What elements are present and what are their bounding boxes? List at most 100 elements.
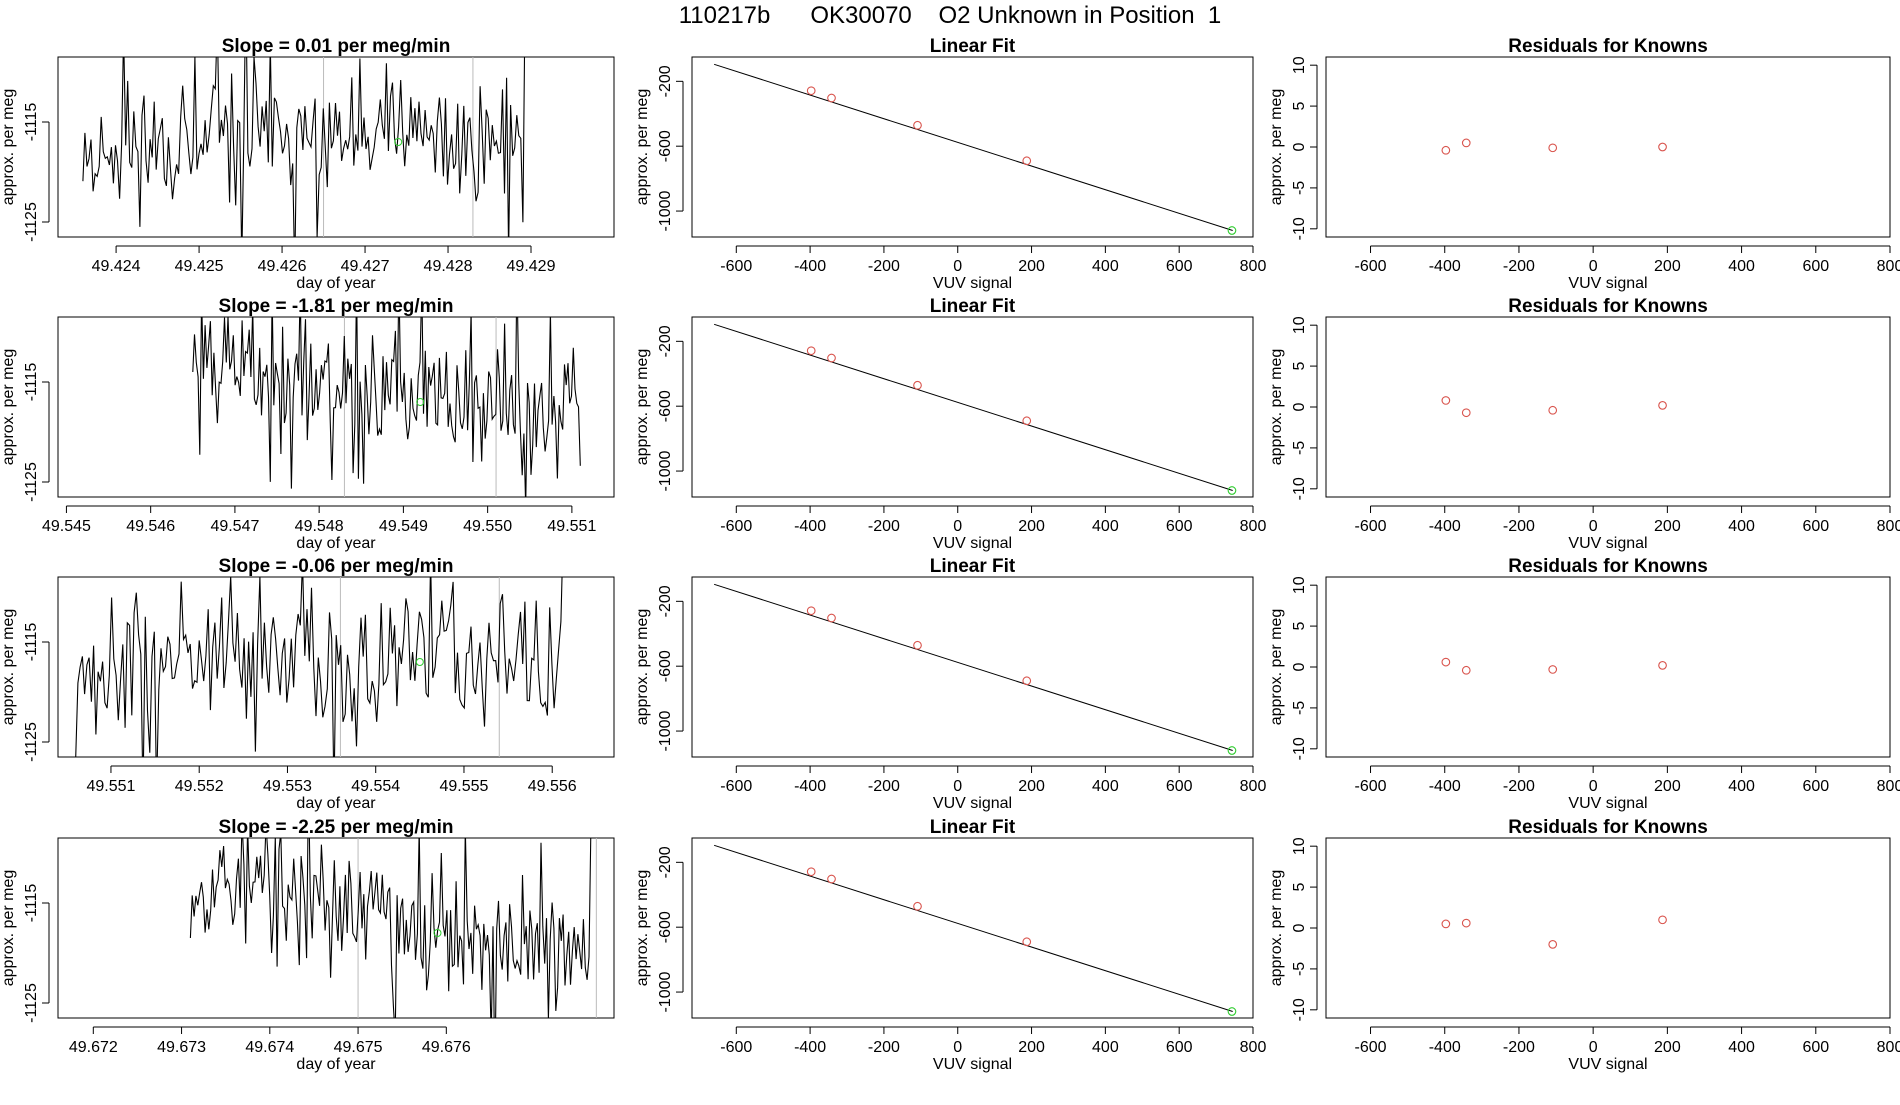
known-point	[827, 353, 836, 363]
known-point	[1461, 665, 1471, 675]
fit-line	[713, 844, 1233, 1012]
page-title: 110217b OK30070 O2 Unknown in Position 1	[678, 2, 1222, 29]
plot-frame	[57, 576, 615, 758]
x-tick-label: -400	[1429, 1039, 1461, 1056]
x-tick-label: 200	[1018, 1039, 1045, 1056]
plot-title: Linear Fit	[930, 36, 1016, 57]
plot-title: Linear Fit	[930, 817, 1016, 838]
x-tick-label: 600	[1802, 778, 1829, 795]
drift-trace	[82, 57, 526, 237]
y-tick-label: 10	[1291, 56, 1308, 74]
y-tick-label: 10	[1291, 837, 1308, 855]
plot-frame	[57, 56, 615, 238]
y-tick-label: -600	[657, 650, 674, 682]
known-point	[1658, 142, 1667, 152]
plot-frame	[1325, 837, 1891, 1019]
plot-title: Residuals for Knowns	[1508, 296, 1708, 317]
x-axis-label: VUV signal	[1568, 1056, 1647, 1073]
unknown-point	[394, 138, 403, 146]
chart-panel-resid-3: Residuals for Knowns -600 -400 -200 0 200 400 6…	[1268, 556, 1900, 812]
x-tick-label: 800	[1877, 518, 1900, 535]
x-tick-label: 49.673	[157, 1039, 206, 1056]
y-tick-label: 10	[1291, 576, 1308, 594]
known-point	[1461, 918, 1471, 928]
plot-area	[713, 63, 1237, 235]
y-tick-label: 10	[1291, 316, 1308, 334]
known-point	[1022, 937, 1032, 947]
x-tick-label: 800	[1240, 258, 1267, 275]
chart-panel-resid-1: Residuals for Knowns -600 -400 -200 0 200 400 6…	[1268, 36, 1900, 292]
x-axis-label: VUV signal	[933, 795, 1012, 812]
chart-panel-drift-4: Slope = -2.25 per meg/min 49.672 49.673 49.…	[0, 817, 615, 1073]
plot-frame	[691, 837, 1254, 1019]
y-tick-label: -200	[657, 65, 674, 97]
drift-trace	[192, 317, 581, 497]
x-tick-label: -200	[1503, 518, 1535, 535]
chart-panel-drift-2: Slope = -1.81 per meg/min 49.545 49.546 49.…	[0, 296, 615, 552]
x-tick-label: 49.425	[175, 258, 224, 275]
x-tick-label: -600	[720, 258, 752, 275]
x-axis-label: VUV signal	[933, 275, 1012, 292]
plot-area	[713, 323, 1237, 495]
x-tick-label: 49.672	[69, 1039, 118, 1056]
x-axis-label: VUV signal	[933, 1056, 1012, 1073]
x-tick-label: 49.428	[424, 258, 473, 275]
plot-title: Slope = -0.06 per meg/min	[219, 556, 454, 577]
y-tick-label: -200	[657, 585, 674, 617]
x-tick-label: 0	[1589, 1039, 1598, 1056]
chart-panel-resid-2: Residuals for Knowns -600 -400 -200 0 200 400 6…	[1268, 296, 1900, 552]
plot-frame	[691, 576, 1254, 758]
x-tick-label: -200	[868, 778, 900, 795]
x-axis-label: day of year	[296, 795, 376, 812]
x-tick-label: -200	[868, 518, 900, 535]
x-tick-label: 600	[1802, 258, 1829, 275]
plot-title: Slope = 0.01 per meg/min	[222, 36, 451, 57]
fit-line	[713, 583, 1233, 751]
y-tick-label: -1000	[657, 190, 674, 231]
y-tick-label: -1125	[23, 202, 40, 242]
x-axis-label: VUV signal	[933, 535, 1012, 552]
x-axis-label: day of year	[296, 275, 376, 292]
y-tick-label: -600	[657, 390, 674, 422]
x-tick-label: -400	[1429, 778, 1461, 795]
x-tick-label: -600	[1355, 778, 1387, 795]
y-axis-label: approx. per meg	[0, 870, 17, 987]
unknown-point	[1227, 226, 1237, 235]
plot-frame	[57, 837, 615, 1019]
unknown-point	[1227, 746, 1237, 755]
y-tick-label: -5	[1291, 701, 1308, 715]
x-tick-label: 400	[1728, 258, 1755, 275]
x-tick-label: -200	[868, 1039, 900, 1056]
plot-area	[713, 583, 1237, 755]
y-axis-label: approx. per meg	[634, 870, 651, 987]
x-tick-label: -400	[794, 778, 826, 795]
y-tick-label: -10	[1291, 217, 1308, 240]
y-axis-label: approx. per meg	[1268, 89, 1285, 206]
x-tick-label: 800	[1240, 778, 1267, 795]
x-tick-label: 49.549	[379, 518, 428, 535]
plot-area	[189, 838, 597, 1018]
y-axis-label: approx. per meg	[0, 89, 17, 206]
plot-area	[75, 577, 563, 757]
x-tick-label: 0	[953, 1039, 962, 1056]
x-tick-label: 49.551	[547, 518, 596, 535]
y-tick-label: -600	[657, 911, 674, 943]
x-tick-label: -400	[794, 258, 826, 275]
drift-trace	[75, 577, 563, 757]
plot-area	[82, 57, 526, 237]
x-tick-label: -600	[1355, 258, 1387, 275]
x-tick-label: 0	[1589, 518, 1598, 535]
unknown-point	[1227, 1007, 1237, 1016]
known-point	[1548, 940, 1558, 949]
x-tick-label: -200	[868, 258, 900, 275]
chart-panel-fit-1: Linear Fit -600 -400 -200 0 200 400 600 800 VUV s…	[634, 36, 1266, 292]
x-tick-label: 600	[1802, 518, 1829, 535]
known-point	[1658, 915, 1667, 925]
x-tick-label: 600	[1166, 778, 1193, 795]
plot-area	[1441, 396, 1667, 418]
known-point	[1658, 661, 1667, 670]
known-point	[1461, 408, 1471, 418]
y-tick-label: 0	[1291, 662, 1308, 671]
y-tick-label: 0	[1291, 923, 1308, 932]
